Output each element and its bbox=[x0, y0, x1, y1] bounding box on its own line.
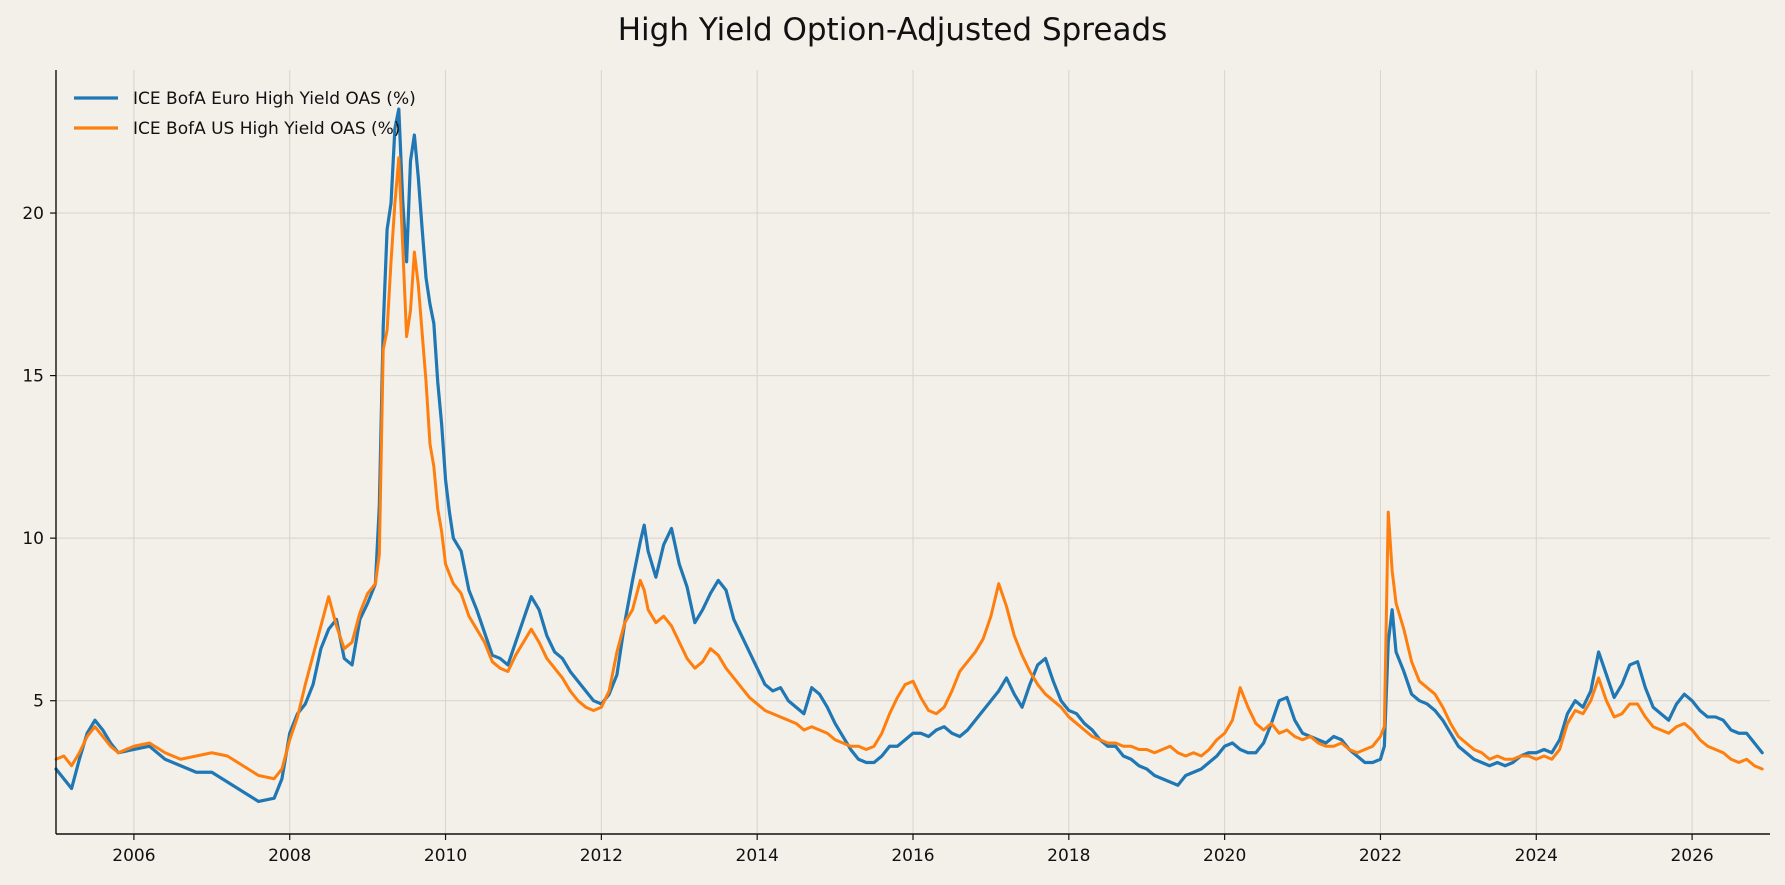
chart-title: High Yield Option-Adjusted Spreads bbox=[618, 12, 1168, 48]
y-tick-label: 5 bbox=[33, 692, 44, 712]
x-tick-label: 2012 bbox=[580, 846, 623, 866]
x-tick-label: 2010 bbox=[424, 846, 467, 866]
x-tick-label: 2026 bbox=[1670, 846, 1713, 866]
x-tick-label: 2008 bbox=[268, 846, 311, 866]
chart-legend: ICE BofA Euro High Yield OAS (%) ICE Bof… bbox=[74, 89, 416, 139]
y-axis-ticks: 5 10 15 20 bbox=[22, 204, 56, 712]
chart-grid bbox=[56, 70, 1770, 834]
y-tick-label: 15 bbox=[22, 367, 44, 387]
y-tick-label: 20 bbox=[22, 204, 44, 224]
euro-high-yield-line bbox=[54, 107, 1764, 804]
chart-series bbox=[54, 107, 1764, 804]
x-tick-label: 2014 bbox=[736, 846, 779, 866]
legend-us-label: ICE BofA US High Yield OAS (%) bbox=[133, 119, 400, 139]
legend-euro-label: ICE BofA Euro High Yield OAS (%) bbox=[133, 89, 416, 109]
x-tick-label: 2020 bbox=[1203, 846, 1246, 866]
y-tick-label: 10 bbox=[22, 529, 44, 549]
us-high-yield-line bbox=[54, 156, 1764, 781]
x-tick-label: 2016 bbox=[891, 846, 934, 866]
x-tick-label: 2018 bbox=[1047, 846, 1090, 866]
x-axis-ticks: 2006 2008 2010 2012 2014 2016 2018 2020 2022 2024… bbox=[112, 834, 1714, 866]
x-tick-label: 2022 bbox=[1359, 846, 1402, 866]
x-tick-label: 2006 bbox=[112, 846, 155, 866]
x-tick-label: 2024 bbox=[1515, 846, 1558, 866]
